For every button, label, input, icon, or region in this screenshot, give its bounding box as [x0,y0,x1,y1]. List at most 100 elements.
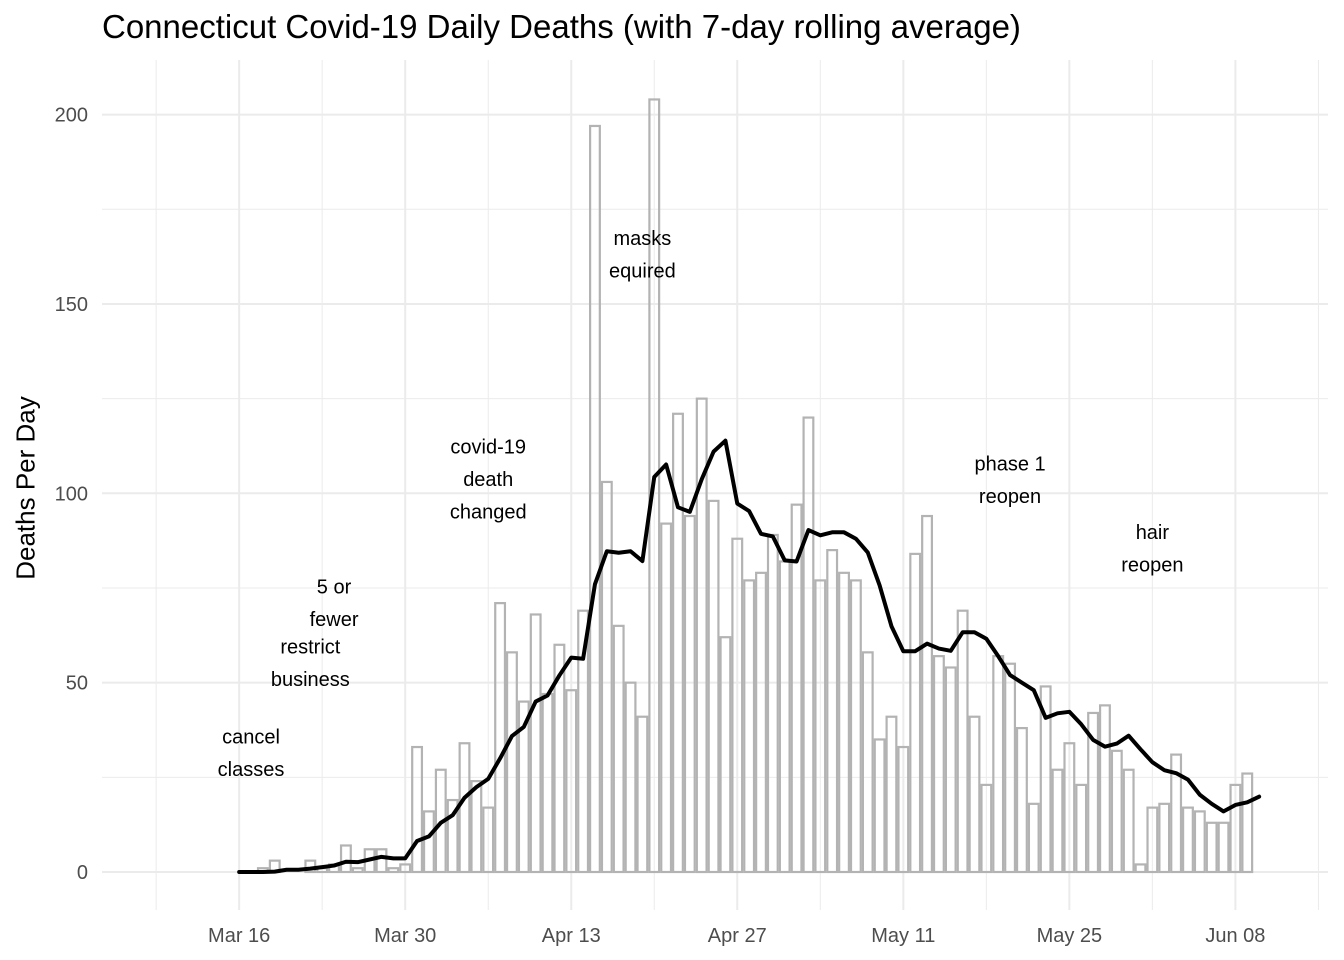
daily-deaths-bar [1241,772,1254,874]
daily-deaths-bar [838,571,850,874]
y-tick-label: 200 [55,105,88,127]
daily-deaths-bar [1146,806,1159,874]
daily-deaths-bar [921,514,934,874]
daily-deaths-bar [1098,704,1111,874]
event-annotation: covid-19 death changed [450,436,527,523]
daily-deaths-bar [766,533,779,874]
daily-deaths-bar [861,651,874,874]
daily-deaths-bar [505,651,518,874]
daily-deaths-bar [980,783,993,874]
daily-deaths-bar [1004,662,1017,874]
daily-deaths-bar [1134,863,1147,874]
event-annotation: masks equired [609,228,676,283]
daily-deaths-bar [1075,783,1088,874]
event-annotation: 5 or fewer [310,576,359,631]
daily-deaths-bar [814,579,827,874]
daily-deaths-bar [1158,802,1171,874]
event-annotation: restrict business [271,637,350,692]
daily-deaths-bar [577,609,590,874]
annotation-line: reopen [1121,554,1183,576]
daily-deaths-bar [588,124,601,874]
daily-deaths-bar [932,655,945,874]
annotation-line: covid-19 [450,436,526,458]
daily-deaths-bar [660,522,673,874]
event-annotation: phase 1 reopen [974,454,1045,509]
daily-deaths-bar [612,624,625,874]
rolling-average-line-group [237,438,1262,874]
daily-deaths-bar [683,514,696,874]
daily-deaths-bar [339,844,352,874]
daily-deaths-bar [885,715,898,874]
daily-deaths-bar [731,537,744,874]
daily-deaths-bar [790,503,803,874]
x-tick-label: Apr 27 [708,925,767,947]
daily-deaths-bar [541,692,554,874]
daily-deaths-bar [470,780,483,874]
daily-deaths-bars [256,98,1254,874]
x-tick-label: Apr 13 [542,925,601,947]
daily-deaths-bar [446,798,459,874]
daily-deaths-bar [1229,783,1242,874]
daily-deaths-bar [458,742,471,874]
daily-deaths-bar [719,636,732,874]
daily-deaths-bar [1027,802,1040,874]
daily-deaths-bar [1015,726,1028,874]
annotation-line: death [463,469,513,491]
daily-deaths-bar [1205,821,1218,874]
x-tick-label: May 11 [871,925,935,947]
annotation-line: masks [614,228,672,250]
daily-deaths-bar [553,643,566,874]
x-axis-ticks: Mar 16 Mar 30 Apr 13 Apr 27 May 11 May 25 Jun … [208,925,1265,947]
daily-deaths-bar [992,655,1005,874]
daily-deaths-bar [1051,768,1064,874]
daily-deaths-bar [909,552,922,874]
annotation-line: restrict [280,637,340,659]
daily-deaths-bar [411,745,424,874]
daily-deaths-bar [826,549,839,874]
daily-deaths-bar [1170,753,1183,874]
daily-deaths-bar [695,397,708,874]
daily-deaths-bar [351,867,364,874]
x-tick-label: Mar 16 [208,925,270,947]
annotation-line: classes [218,759,285,781]
annotation-line: business [271,669,350,691]
daily-deaths-bar [968,715,981,874]
annotation-line: hair [1136,522,1170,544]
x-tick-label: Jun 08 [1205,925,1265,947]
daily-deaths-bar [422,810,435,874]
annotations: cancel classes restrict business 5 or fewer co… [218,228,1184,781]
daily-deaths-bar [672,412,684,874]
grid [102,60,1328,910]
annotation-line: 5 or [317,576,352,598]
rolling-average-line [237,438,1262,874]
daily-deaths-bar [802,416,815,874]
daily-deaths-bar [755,571,767,874]
daily-deaths-bar [778,560,791,874]
y-tick-label: 100 [55,483,88,505]
y-tick-label: 150 [55,294,88,316]
daily-deaths-bar [494,602,507,874]
daily-deaths-bar [873,738,886,874]
y-axis-ticks: 0 50 100 150 200 [55,105,88,884]
daily-deaths-bar [529,613,542,874]
event-annotation: cancel classes [218,726,285,781]
daily-deaths-bar [1110,749,1123,874]
chart-title: Connecticut Covid-19 Daily Deaths (with … [102,8,1021,45]
daily-deaths-bar [707,499,720,874]
daily-deaths-bar [944,666,957,874]
daily-deaths-bar [387,867,400,874]
daily-deaths-bar [1217,821,1230,874]
event-annotation: hair reopen [1121,522,1183,577]
annotation-line: cancel [222,726,280,748]
x-tick-label: May 25 [1037,925,1103,947]
daily-deaths-bar [956,609,969,874]
daily-deaths-bar [375,848,388,874]
daily-deaths-bar [1122,768,1135,874]
annotation-line: equired [609,261,676,283]
daily-deaths-bar [600,480,613,874]
daily-deaths-bar [517,700,530,874]
y-tick-label: 0 [77,862,88,884]
daily-deaths-bar [1193,810,1206,874]
daily-deaths-bar [624,681,637,874]
